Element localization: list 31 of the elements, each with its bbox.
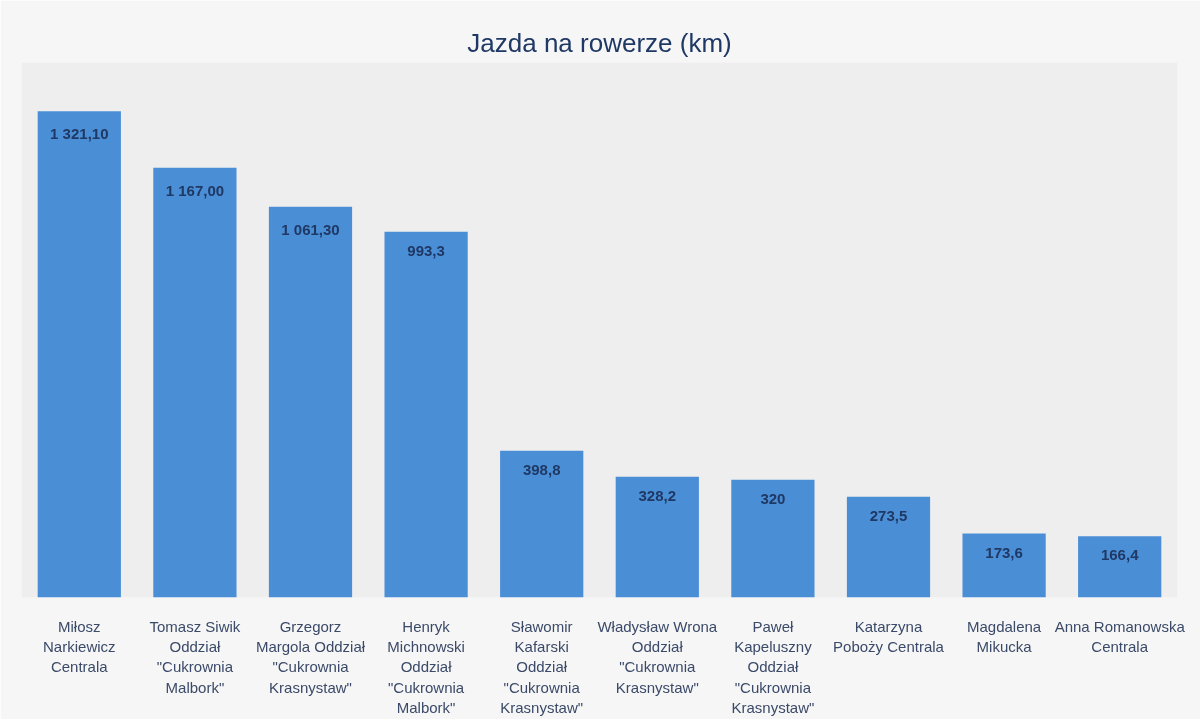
x-tick-label: Paweł Kapeluszny Oddział "Cukrownia Krasnystaw" — [731, 617, 815, 717]
data-label: 993,3 — [407, 241, 445, 259]
x-tick-label: Anna Romanowska Centrala — [1054, 617, 1186, 655]
data-label: 320 — [760, 489, 786, 507]
x-tick-label: Władysław Wrona Oddział "Cukrownia Krasnystaw" — [597, 617, 718, 696]
data-label: 328,2 — [638, 486, 677, 504]
data-label: 398,8 — [522, 460, 561, 478]
x-tick-label: Sławomir Kafarski Oddział "Cukrownia Krasnystaw" — [500, 617, 584, 717]
x-tick-label: Grzegorz Margola Oddział "Cukrownia Krasnystaw" — [255, 617, 366, 696]
bar — [153, 167, 237, 598]
data-label: 273,5 — [869, 506, 908, 524]
bar — [384, 231, 468, 598]
bar — [846, 496, 931, 598]
x-tick-label: Tomasz Siwik Oddział "Cukrownia Malbork" — [149, 617, 241, 696]
x-tick-label: Katarzyna Poboży Centrala — [833, 617, 945, 655]
bar — [731, 479, 815, 598]
x-tick-label: Magdalena Mikucka — [966, 617, 1042, 655]
bar — [500, 450, 584, 598]
bar — [615, 476, 699, 598]
data-label: 1 061,30 — [281, 220, 340, 238]
bar — [962, 533, 1046, 598]
x-tick-label: Henryk Michnowski Oddział "Cukrownia Malbork" — [387, 617, 465, 717]
data-label: 166,4 — [1100, 546, 1140, 564]
chart-title: Jazda na rowerze (km) — [467, 27, 732, 58]
bar — [1078, 536, 1162, 598]
bar — [37, 111, 121, 598]
x-tick-label: Miłosz Narkiewicz Centrala — [43, 617, 116, 676]
bar — [268, 206, 353, 598]
data-label: 1 167,00 — [165, 181, 225, 199]
data-label: 173,6 — [985, 543, 1023, 561]
data-label: 1 321,10 — [50, 125, 109, 143]
